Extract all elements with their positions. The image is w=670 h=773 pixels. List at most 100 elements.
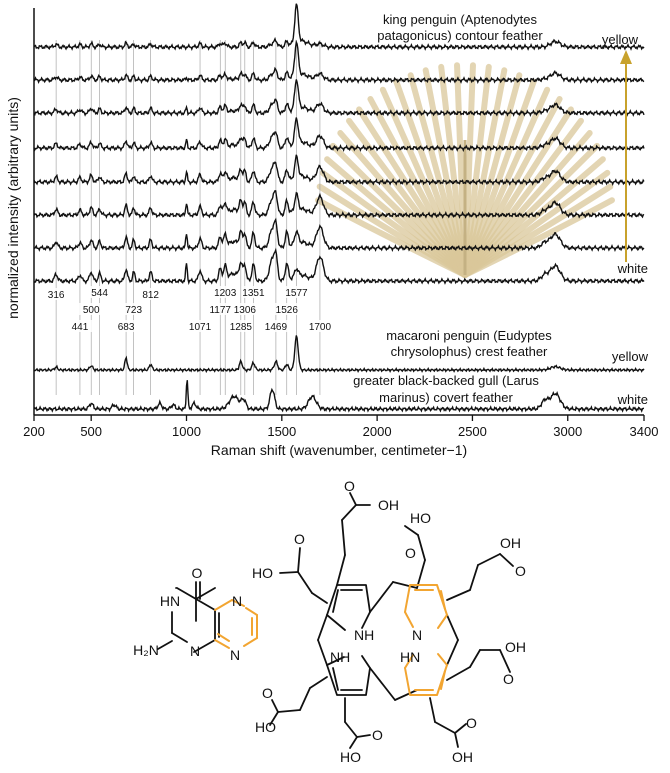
pterin-highlight-ring	[214, 599, 258, 649]
feather-illustration	[315, 62, 615, 278]
porph-label-o-bottomright2: O	[466, 715, 477, 731]
porph-label-oh-bottomright: OH	[505, 639, 526, 655]
porph-label-o-left: O	[294, 531, 305, 547]
pterin-atom-h2n: H₂N	[133, 642, 159, 658]
porph-label-oh-top: OH	[378, 497, 399, 513]
spectrum-king-3	[33, 79, 645, 118]
peak-label-bg-723	[121, 303, 146, 315]
porph-label-o-topright: O	[405, 545, 416, 561]
pterin-atom-n3: N	[230, 647, 240, 663]
spectrum-macaroni	[33, 335, 645, 374]
porph-label-o-left2: O	[262, 685, 273, 701]
peak-label-bg-1700	[307, 320, 332, 332]
porphyrin-highlight-rings	[404, 584, 448, 696]
peak-label-1306: 1306	[234, 305, 257, 316]
spectrum-king-8	[33, 247, 645, 286]
peak-label-500: 500	[83, 305, 100, 316]
porph-label-oh-right: OH	[500, 535, 521, 551]
porph-label-o-bottomleft: O	[372, 727, 383, 743]
porph-label-o-right: O	[515, 563, 526, 579]
peak-label-1469: 1469	[265, 322, 288, 333]
peak-label-441: 441	[72, 322, 89, 333]
peak-label-683: 683	[118, 322, 135, 333]
peak-label-316: 316	[48, 290, 65, 301]
peak-label-1700: 1700	[309, 322, 332, 333]
gull-annotation-line2: marinus) covert feather	[379, 390, 513, 405]
yellowing-arrow	[620, 50, 632, 262]
spectrum-king-6	[33, 190, 645, 220]
x-ticks: 200 500 1000 1500 2000 2500 3000 3400	[23, 415, 658, 439]
peak-label-bg-1203	[213, 286, 238, 298]
peak-label-bg-544	[87, 286, 112, 298]
peak-label-1071: 1071	[189, 322, 212, 333]
king-annotation-line1: king penguin (Aptenodytes	[383, 12, 537, 27]
raman-chart: 200 500 1000 1500 2000 2500 3000 3400 Raman shi…	[5, 3, 658, 458]
pterin-atom-hn: HN	[160, 593, 180, 609]
porph-label-oh-bottom: OH	[452, 749, 473, 765]
porph-label-ho-left: HO	[252, 565, 273, 581]
porph-label-ho-left2: HO	[255, 719, 276, 735]
peak-label-bg-441	[67, 320, 92, 332]
peak-label-1177: 1177	[209, 305, 231, 316]
porph-label-o-top: O	[344, 478, 355, 494]
peak-label-bg-1177	[208, 303, 233, 315]
peak-label-bg-683	[114, 320, 139, 332]
peak-label-1285: 1285	[230, 322, 253, 333]
peak-label-bg-1306	[232, 303, 257, 315]
peak-label-723: 723	[125, 305, 142, 316]
spectrum-king-4	[33, 117, 645, 153]
peak-label-544: 544	[91, 288, 108, 299]
white-label-bottom: white	[617, 261, 648, 276]
spectrum-king-7	[33, 217, 645, 253]
x-tick-label-1000: 1000	[172, 424, 201, 439]
yellow-label-macaroni: yellow	[612, 349, 649, 364]
macaroni-annotation-line1: macaroni penguin (Eudyptes	[386, 328, 552, 343]
spectrum-gull	[33, 380, 645, 413]
x-tick-label-500: 500	[80, 424, 102, 439]
peak-label-bg-500	[79, 303, 104, 315]
porphyrin-labels: OH O HO O HO O OH O NH N NH HN OH O O OH…	[252, 478, 526, 765]
porph-label-hn-bottom: HN	[400, 649, 420, 665]
peak-label-1577: 1577	[285, 288, 308, 299]
peak-label-bg-1577	[284, 286, 309, 298]
pterin-atom-labels: O N HN N H₂N N	[133, 565, 242, 663]
pterin-atom-n1: N	[232, 593, 242, 609]
peak-label-bg-1526	[274, 303, 299, 315]
pterin-atom-n2: N	[190, 643, 200, 659]
spectrum-king-1	[33, 3, 645, 51]
spectra-group	[33, 3, 645, 413]
peak-label-1203: 1203	[214, 288, 237, 299]
y-axis-label: normalized intensity (arbitrary units)	[5, 97, 21, 319]
king-annotation-line2: patagonicus) contour feather	[377, 28, 543, 43]
white-label-gull: white	[617, 392, 648, 407]
peak-label-bg-812	[138, 288, 163, 300]
peak-label-812: 812	[142, 290, 159, 301]
peak-label-bg-1071	[188, 320, 213, 332]
gull-annotation-line1: greater black-backed gull (Larus	[353, 373, 539, 388]
peak-label-bg-316	[44, 288, 69, 300]
x-axis-label: Raman shift (wavenumber, centimeter−1)	[211, 442, 467, 458]
spectrum-king-5	[33, 154, 645, 187]
peak-label-bg-1469	[263, 320, 288, 332]
feather-barb-30	[462, 197, 615, 278]
yellow-label-top: yellow	[602, 32, 639, 47]
pterin-atom-o: O	[192, 565, 203, 581]
x-tick-label-1500: 1500	[267, 424, 296, 439]
porph-label-ho-bottomleft: HO	[340, 749, 361, 765]
macaroni-annotation-line2: chrysolophus) crest feather	[391, 344, 548, 359]
peak-label-1351: 1351	[242, 288, 265, 299]
peak-label-1526: 1526	[276, 305, 299, 316]
x-tick-label-200: 200	[23, 424, 45, 439]
x-tick-label-3000: 3000	[553, 424, 582, 439]
porph-label-nh-top: NH	[354, 627, 374, 643]
pterin-structure	[157, 581, 220, 653]
porph-label-n-top: N	[412, 627, 422, 643]
porph-label-nh-bottom: NH	[330, 649, 350, 665]
peak-guide-lines	[55, 40, 321, 395]
porphyrin-structure	[269, 492, 514, 749]
spectrum-king-2	[33, 39, 645, 85]
x-tick-label-2500: 2500	[458, 424, 487, 439]
